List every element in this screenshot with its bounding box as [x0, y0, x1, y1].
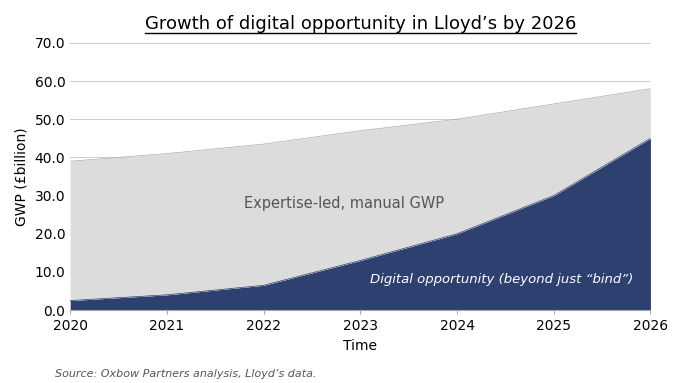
Text: Digital opportunity (beyond just “bind”): Digital opportunity (beyond just “bind”) [370, 273, 633, 286]
Text: Expertise-led, manual GWP: Expertise-led, manual GWP [245, 196, 445, 211]
Title: Growth of digital opportunity in Lloyd’s by 2026: Growth of digital opportunity in Lloyd’s… [145, 15, 576, 33]
Text: Source: Oxbow Partners analysis, Lloyd’s data.: Source: Oxbow Partners analysis, Lloyd’s… [55, 369, 316, 379]
Y-axis label: GWP (£billion): GWP (£billion) [15, 127, 29, 226]
X-axis label: Time: Time [344, 339, 377, 353]
